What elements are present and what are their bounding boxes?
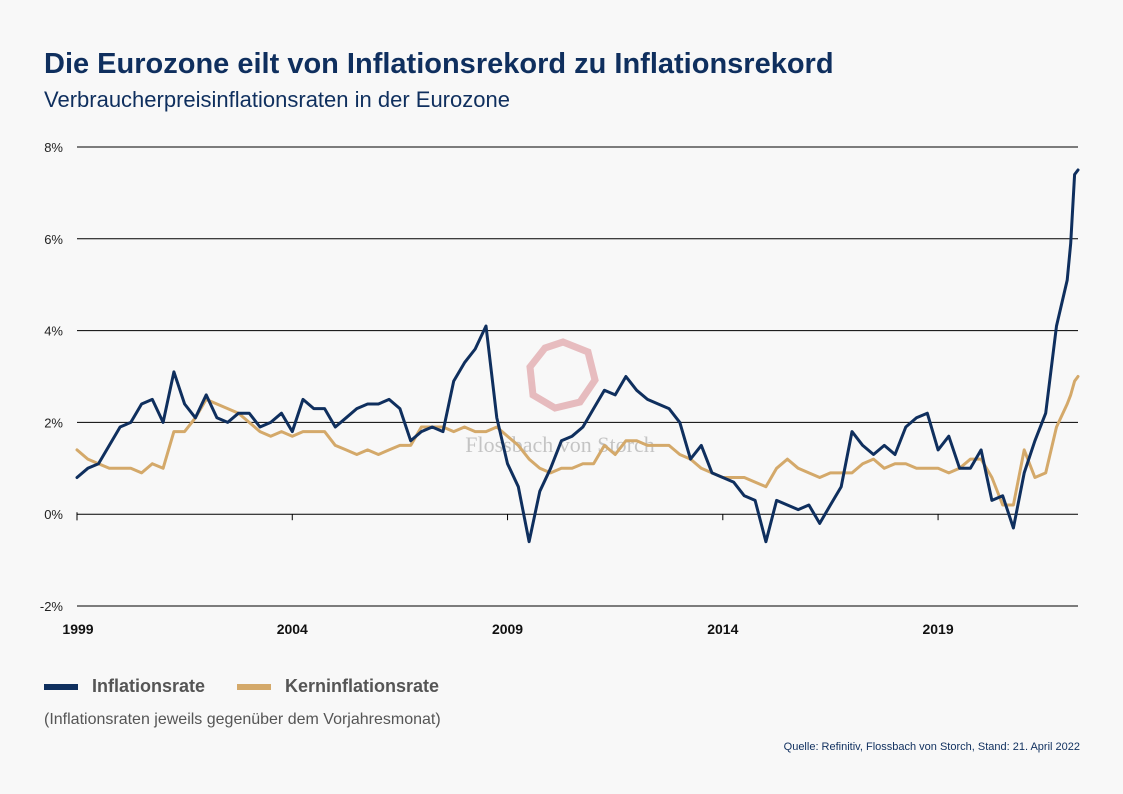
x-tick-label: 2019 [922, 621, 953, 637]
x-tick-label: 2004 [277, 621, 308, 637]
source-note: Quelle: Refinitiv, Flossbach von Storch,… [783, 741, 1080, 753]
legend-swatch-core [237, 683, 272, 690]
y-tick-label: 0% [44, 507, 63, 522]
y-axis-ticks: -2% 0% 2% 4% 6% 8% [40, 140, 64, 614]
grid-lines [77, 146, 1078, 607]
footnote: (Inflationsraten jeweils gegenüber dem V… [44, 711, 441, 728]
series-line-core [75, 375, 1080, 507]
y-tick-label: 2% [44, 415, 63, 430]
legend-label-inflation: Inflationsrate [92, 676, 206, 696]
x-axis: 1999 2004 2009 2014 2019 [62, 512, 954, 637]
legend: Inflationsrate Kerninflationsrate [44, 676, 471, 697]
y-tick-label: 8% [44, 140, 63, 155]
series-line-inflation [75, 168, 1080, 544]
y-tick-label: 6% [44, 232, 63, 247]
legend-label-core: Kerninflationsrate [285, 676, 440, 696]
legend-item-inflation: Inflationsrate [44, 676, 205, 697]
y-tick-label: -2% [40, 599, 64, 614]
x-tick-label: 2009 [492, 621, 523, 637]
y-tick-label: 4% [44, 324, 63, 339]
x-tick-label: 1999 [62, 621, 93, 637]
chart-subtitle: Verbraucherpreisinflationsraten in der E… [44, 87, 510, 112]
legend-swatch-inflation [44, 683, 78, 690]
legend-item-core: Kerninflationsrate [237, 676, 439, 697]
series-lines [75, 168, 1080, 544]
watermark-logo-icon [526, 338, 599, 412]
x-tick-label: 2014 [707, 621, 738, 637]
chart-title: Die Eurozone eilt von Inflationsrekord z… [44, 48, 834, 80]
